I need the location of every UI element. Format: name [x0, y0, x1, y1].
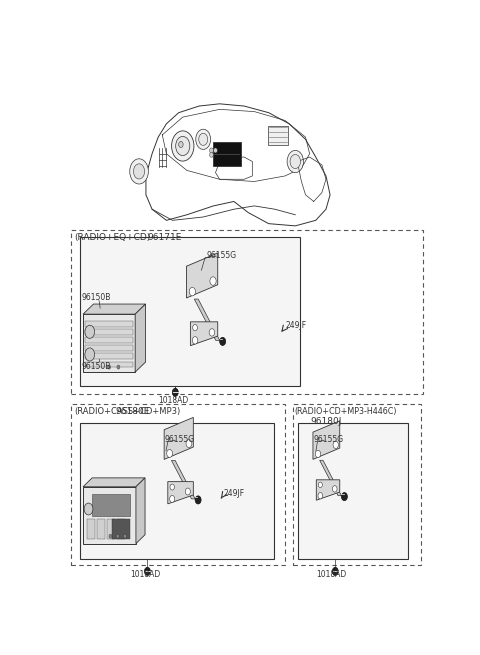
Text: (RADIO+EQ+CD): (RADIO+EQ+CD) — [74, 233, 150, 242]
Circle shape — [209, 329, 215, 336]
Polygon shape — [83, 478, 145, 487]
Circle shape — [318, 482, 323, 487]
Circle shape — [130, 159, 148, 184]
Circle shape — [117, 365, 120, 369]
Circle shape — [189, 288, 195, 296]
Circle shape — [199, 133, 208, 145]
Circle shape — [290, 155, 300, 168]
Bar — [83, 487, 136, 544]
Polygon shape — [135, 304, 145, 372]
Polygon shape — [191, 322, 218, 346]
Text: 249JF: 249JF — [224, 489, 245, 498]
Circle shape — [172, 388, 178, 396]
Circle shape — [332, 567, 338, 575]
Circle shape — [133, 164, 144, 179]
Circle shape — [210, 148, 213, 153]
Bar — [83, 314, 135, 372]
Bar — [107, 519, 115, 538]
Text: (RADIO+CASS+CD+MP3): (RADIO+CASS+CD+MP3) — [74, 407, 180, 417]
Circle shape — [144, 567, 150, 575]
Circle shape — [167, 449, 172, 457]
Bar — [117, 519, 125, 538]
Bar — [71, 404, 285, 565]
Bar — [292, 404, 421, 565]
Circle shape — [179, 141, 183, 147]
Circle shape — [85, 326, 95, 339]
Text: 96155G: 96155G — [165, 435, 195, 443]
Circle shape — [123, 534, 126, 538]
Circle shape — [341, 493, 348, 500]
Circle shape — [185, 488, 191, 495]
Bar — [85, 337, 133, 343]
Text: 96180E: 96180E — [116, 407, 150, 417]
Polygon shape — [316, 480, 340, 500]
Bar — [268, 126, 288, 145]
Text: 249JF: 249JF — [285, 321, 306, 330]
Polygon shape — [164, 417, 193, 459]
Bar — [81, 238, 300, 386]
Circle shape — [210, 277, 216, 286]
Circle shape — [214, 148, 217, 153]
Text: 96150B: 96150B — [82, 293, 111, 303]
Text: 96180J: 96180J — [311, 417, 342, 426]
Bar — [85, 362, 133, 367]
Circle shape — [84, 503, 93, 515]
Circle shape — [192, 337, 198, 344]
Circle shape — [220, 337, 226, 345]
Polygon shape — [168, 481, 193, 504]
Circle shape — [318, 493, 323, 499]
Bar — [71, 230, 423, 394]
Circle shape — [315, 450, 321, 458]
Circle shape — [170, 484, 174, 490]
Bar — [112, 519, 131, 538]
Polygon shape — [320, 460, 341, 496]
Text: 96155G: 96155G — [314, 435, 344, 443]
Bar — [81, 422, 274, 559]
Bar — [85, 321, 133, 327]
Polygon shape — [313, 421, 340, 459]
Circle shape — [85, 348, 95, 361]
Text: 1018AD: 1018AD — [130, 570, 160, 579]
Polygon shape — [136, 478, 145, 544]
Polygon shape — [194, 299, 220, 341]
Circle shape — [195, 496, 201, 504]
Circle shape — [109, 534, 112, 538]
Text: (RADIO+CD+MP3-H446C): (RADIO+CD+MP3-H446C) — [294, 407, 397, 417]
Bar — [85, 354, 133, 359]
Circle shape — [176, 136, 190, 156]
Circle shape — [287, 151, 303, 173]
Text: 96150B: 96150B — [82, 362, 111, 371]
Circle shape — [332, 486, 337, 492]
Circle shape — [333, 441, 338, 449]
Circle shape — [172, 131, 194, 161]
Circle shape — [169, 495, 175, 502]
Text: 1018AD: 1018AD — [317, 570, 347, 579]
Bar — [97, 519, 105, 538]
Bar — [85, 329, 133, 335]
Bar — [87, 519, 95, 538]
Bar — [213, 142, 241, 166]
Text: 96171E: 96171E — [147, 233, 182, 242]
Circle shape — [186, 440, 192, 447]
Circle shape — [193, 324, 197, 331]
Bar — [85, 345, 133, 351]
Polygon shape — [171, 460, 195, 499]
Bar — [298, 422, 408, 559]
Circle shape — [108, 365, 110, 369]
Text: 96155G: 96155G — [207, 251, 237, 259]
Polygon shape — [83, 304, 145, 314]
Circle shape — [196, 129, 211, 149]
Circle shape — [210, 153, 213, 157]
Polygon shape — [186, 253, 218, 298]
Circle shape — [116, 534, 119, 538]
Bar — [92, 494, 131, 516]
Text: 1018AD: 1018AD — [158, 396, 189, 405]
